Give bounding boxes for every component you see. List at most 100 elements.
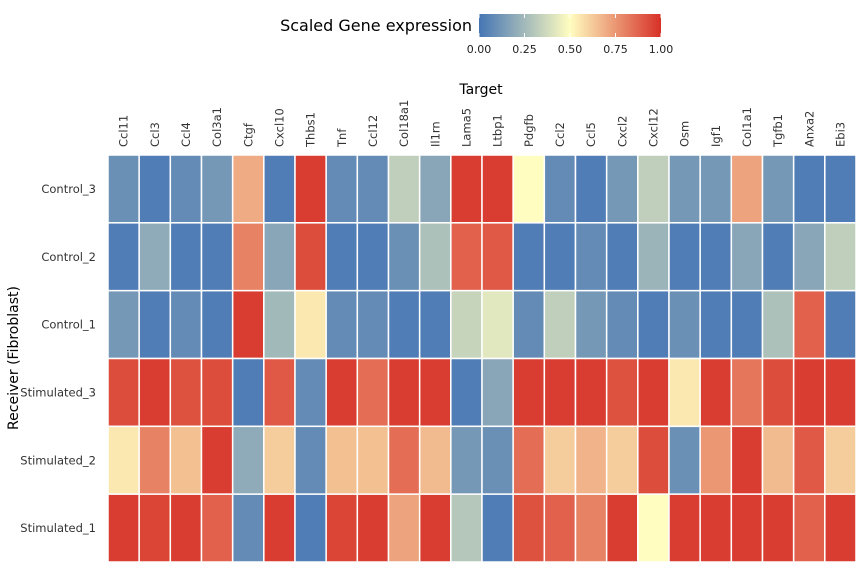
heatmap-cell-Control_3-Osm (668, 154, 701, 224)
heatmap-cell-Control_1-Ccl11 (107, 289, 140, 360)
heatmap-cell-Stimulated_2-Cxcl12 (637, 425, 670, 495)
row-label-Stimulated_2: Stimulated_2 (20, 453, 96, 467)
heatmap-cell-Stimulated_2-Ebi3 (824, 425, 857, 495)
heatmap-cell-Stimulated_3-Ccl11 (107, 357, 140, 428)
heatmap-cell-Stimulated_2-Cxcl2 (605, 425, 639, 495)
heatmap-cell-Control_2-Il1rn (418, 222, 452, 292)
column-label-Ccl5: Ccl5 (584, 122, 598, 147)
row-label-Stimulated_3: Stimulated_3 (20, 385, 96, 399)
heatmap-cell-Stimulated_3-Col3a1 (200, 357, 234, 428)
heatmap-cell-Stimulated_2-Anxa2 (792, 425, 826, 495)
heatmap-cell-Stimulated_1-Pdgfb (512, 493, 546, 563)
heatmap-cell-Control_1-Col1a1 (730, 289, 764, 360)
heatmap-cell-Stimulated_1-Tnf (325, 493, 359, 563)
heatmap-cell-Control_2-Ccl3 (138, 222, 172, 292)
heatmap-cell-Control_3-Col18a1 (387, 154, 421, 224)
heatmap-cell-Control_2-Ccl11 (107, 222, 140, 292)
heatmap-cell-Stimulated_3-Ccl3 (138, 357, 172, 428)
column-label-Ccl12: Ccl12 (366, 115, 380, 147)
row-label-Control_3: Control_3 (41, 182, 96, 196)
heatmap-cell-Control_3-Ebi3 (824, 154, 857, 224)
column-label-Il1rn: Il1rn (428, 121, 442, 147)
heatmap-cell-Stimulated_1-Ebi3 (824, 493, 857, 563)
heatmap-cell-Stimulated_1-Ccl2 (543, 493, 577, 563)
heatmap-cell-Stimulated_3-Col18a1 (387, 357, 421, 428)
heatmap-cell-Control_2-Ccl5 (574, 222, 608, 292)
column-label-Igf1: Igf1 (709, 125, 723, 147)
column-label-Lama5: Lama5 (459, 108, 473, 147)
heatmap-cell-Stimulated_1-Cxcl12 (637, 493, 670, 563)
column-label-Ccl3: Ccl3 (148, 122, 162, 147)
heatmap-cell-Stimulated_3-Ctgf (231, 357, 265, 428)
heatmap-cell-Stimulated_2-Col18a1 (387, 425, 421, 495)
heatmap-cell-Control_3-Ltbp1 (481, 154, 514, 224)
heatmap-cell-Control_3-Ctgf (231, 154, 265, 224)
row-label-Control_2: Control_2 (41, 250, 96, 264)
heatmap-cell-Control_2-Cxcl2 (605, 222, 639, 292)
legend-title: Scaled Gene expression (280, 16, 472, 35)
heatmap-cell-Stimulated_3-Ccl5 (574, 357, 608, 428)
heatmap-cell-Control_3-Col3a1 (200, 154, 234, 224)
column-label-Ccl2: Ccl2 (553, 122, 567, 147)
legend: Scaled Gene expression 0.00 0.25 0.50 0.75 1… (280, 14, 673, 56)
heatmap-cell-Stimulated_1-Col18a1 (387, 493, 421, 563)
heatmap-cell-Control_1-Ccl2 (543, 289, 577, 360)
legend-tick-label: 0.25 (512, 43, 537, 56)
heatmap-cell-Control_2-Lama5 (450, 222, 483, 292)
heatmap-cell-Control_2-Tgfb1 (761, 222, 795, 292)
heatmap-cell-Stimulated_1-Tgfb1 (761, 493, 795, 563)
heatmap-cell-Stimulated_3-Igf1 (699, 357, 733, 428)
column-label-Anxa2: Anxa2 (802, 111, 816, 147)
heatmap-cell-Control_2-Col3a1 (200, 222, 234, 292)
heatmap-cell-Stimulated_2-Osm (668, 425, 701, 495)
heatmap-cell-Stimulated_1-Ccl5 (574, 493, 608, 563)
heatmap-cell-Control_3-Ccl4 (169, 154, 203, 224)
heatmap-cell-Stimulated_3-Ccl4 (169, 357, 203, 428)
heatmap-cell-Stimulated_2-Ccl4 (169, 425, 203, 495)
heatmap-cell-Stimulated_3-Cxcl2 (605, 357, 639, 428)
heatmap-cell-Stimulated_3-Tnf (325, 357, 359, 428)
heatmap-cell-Stimulated_3-Osm (668, 357, 701, 428)
heatmap-cell-Stimulated_1-Igf1 (699, 493, 733, 563)
heatmap-cell-Control_1-Anxa2 (792, 289, 826, 360)
heatmap-cell-Control_3-Cxcl2 (605, 154, 639, 224)
heatmap-cell-Control_2-Anxa2 (792, 222, 826, 292)
heatmap-cell-Control_2-Cxcl12 (637, 222, 670, 292)
heatmap-cell-Control_3-Cxcl12 (637, 154, 670, 224)
column-label-Pdgfb: Pdgfb (522, 114, 536, 147)
column-label-Col1a1: Col1a1 (740, 107, 754, 147)
heatmap-cell-Control_1-Ebi3 (824, 289, 857, 360)
heatmap-cell-Stimulated_3-Cxcl10 (263, 357, 296, 428)
heatmap-cell-Control_3-Tgfb1 (761, 154, 795, 224)
heatmap-cell-Stimulated_3-Il1rn (418, 357, 452, 428)
column-label-Tgfb1: Tgfb1 (771, 114, 785, 148)
heatmap-cell-Control_3-Ccl5 (574, 154, 608, 224)
heatmap-cell-Stimulated_3-Tgfb1 (761, 357, 795, 428)
heatmap-cell-Stimulated_3-Pdgfb (512, 357, 546, 428)
heatmap-cell-Stimulated_2-Cxcl10 (263, 425, 296, 495)
heatmap-cell-Stimulated_2-Lama5 (450, 425, 483, 495)
heatmap-cell-Control_3-Ccl11 (107, 154, 140, 224)
heatmap-cell-Stimulated_3-Lama5 (450, 357, 483, 428)
heatmap-cell-Control_1-Igf1 (699, 289, 733, 360)
heatmap-cell-Stimulated_2-Thbs1 (294, 425, 327, 495)
y-axis-title: Receiver (Fibroblast) (6, 286, 22, 430)
heatmap-cell-Stimulated_2-Pdgfb (512, 425, 546, 495)
heatmap-cell-Control_2-Ctgf (231, 222, 265, 292)
heatmap-cell-Stimulated_3-Anxa2 (792, 357, 826, 428)
heatmap-cell-Stimulated_3-Ccl2 (543, 357, 577, 428)
heatmap-cell-Stimulated_1-Col1a1 (730, 493, 764, 563)
heatmap-cell-Stimulated_2-Tnf (325, 425, 359, 495)
heatmap-cell-Control_2-Col1a1 (730, 222, 764, 292)
heatmap-cell-Control_3-Cxcl10 (263, 154, 296, 224)
column-label-Cxcl10: Cxcl10 (272, 108, 286, 147)
heatmap-cell-Control_1-Ltbp1 (481, 289, 514, 360)
heatmap-cell-Control_2-Ccl2 (543, 222, 577, 292)
row-label-Control_1: Control_1 (41, 318, 96, 332)
column-label-Ltbp1: Ltbp1 (491, 114, 505, 147)
heatmap-cell-Control_1-Ccl4 (169, 289, 203, 360)
heatmap-cell-Control_2-Osm (668, 222, 701, 292)
column-label-Cxcl2: Cxcl2 (615, 116, 629, 147)
heatmap-cell-Control_2-Cxcl10 (263, 222, 296, 292)
